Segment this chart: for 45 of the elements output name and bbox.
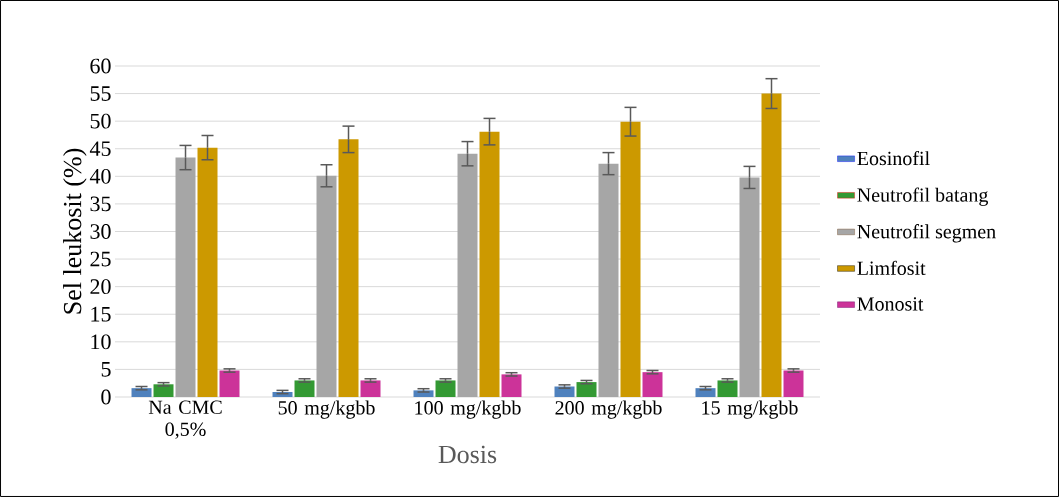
bar — [457, 153, 478, 397]
y-tick-label: 25 — [90, 251, 111, 267]
legend-label: Neutrofil segmen — [857, 224, 996, 243]
bar — [175, 157, 196, 397]
bar — [294, 380, 315, 397]
x-tick-label: 100 mg/kgbb — [415, 400, 521, 419]
y-axis-title: Sel leukosit (%) — [63, 148, 87, 314]
y-tick-label: 15 — [91, 306, 111, 322]
bar — [576, 382, 597, 397]
y-tick-label: 35 — [90, 196, 111, 212]
bar — [642, 372, 663, 397]
y-tick-label: 30 — [90, 224, 111, 239]
bar — [197, 147, 218, 397]
bar — [761, 93, 782, 397]
bar — [316, 175, 337, 397]
bar — [501, 374, 522, 397]
x-tick-label: 200 mg/kgbb — [555, 400, 662, 419]
bar — [435, 380, 456, 397]
bar — [219, 370, 240, 397]
legend-label: Limfosit — [857, 260, 926, 275]
y-tick-label: 55 — [90, 86, 111, 101]
legend-label: Eosinofil — [857, 150, 930, 166]
y-tick-label: 45 — [89, 141, 111, 157]
y-tick-label: 0 — [101, 389, 111, 405]
y-tick-label: 20 — [90, 279, 111, 295]
bar — [620, 121, 641, 397]
y-tick-label: 5 — [101, 362, 111, 377]
bar — [739, 177, 760, 397]
y-tick-label: 10 — [91, 334, 111, 350]
x-tick-label: 50 mg/kgbb — [278, 400, 375, 419]
x-tick-label: 15 mg/kgbb — [702, 400, 798, 419]
bar — [598, 163, 619, 397]
legend-label: Monosit — [857, 297, 924, 311]
y-tick-label: 50 — [90, 113, 111, 129]
bar — [479, 131, 500, 397]
bar — [360, 380, 381, 397]
bar — [338, 139, 359, 397]
bar — [717, 380, 738, 397]
y-tick-label: 40 — [89, 168, 111, 184]
legend-label: Neutrofil batang — [857, 187, 988, 206]
x-axis-title: Dosis — [438, 445, 497, 464]
x-tick-label: Na CMC 0,5% — [148, 400, 222, 439]
bar — [783, 370, 804, 397]
bar — [153, 384, 174, 397]
y-tick-label: 60 — [90, 58, 111, 74]
